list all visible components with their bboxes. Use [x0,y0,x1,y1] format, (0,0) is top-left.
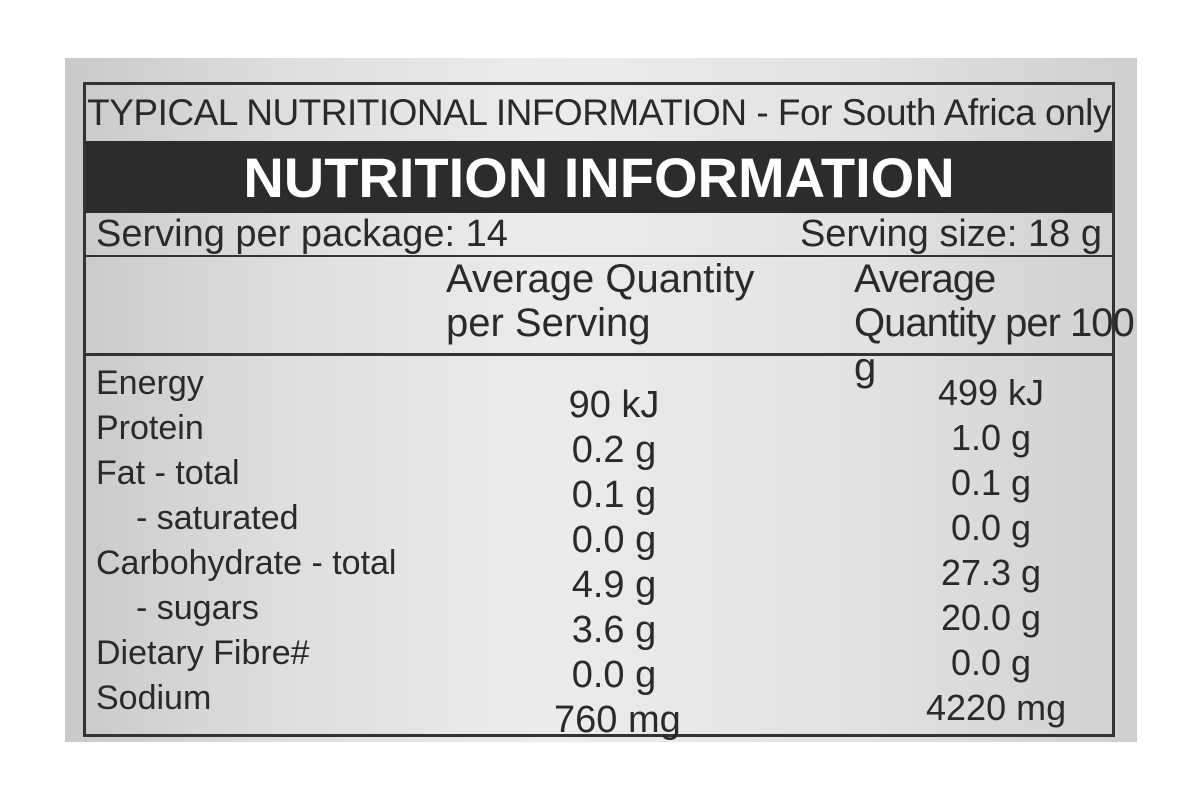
table-row: Dietary Fibre# 0.0 g 0.0 g [86,631,1112,696]
servings-per-package: Serving per package: 14 [96,213,508,255]
per-100g-value: 27.3 g [940,552,1042,593]
table-row: Protein 0.2 g 1.0 g [86,406,1112,471]
per-100g-value: 499 kJ [937,372,1045,413]
table-row: Energy 90 kJ 499 kJ [86,361,1112,426]
serving-size: Serving size: 18 g [799,213,1102,255]
nutrient-name: - saturated [136,499,299,537]
nutrient-name: Fat - total [96,454,240,492]
nutrient-name: Sodium [96,679,212,717]
per-serving-value: 760 mg [554,699,681,741]
nutrient-name: Dietary Fibre# [96,634,310,672]
nutrient-name: - sugars [136,589,259,627]
per-100g-value: 4220 mg [926,687,1067,728]
column-header: Average Quantity per 100 g [854,257,1135,389]
nutrient-name: Carbohydrate - total [96,544,397,582]
per-serving-value: 90 kJ [568,384,660,426]
table-row: - saturated 0.0 g 0.0 g [86,496,1112,561]
per-serving-value: 0.0 g [571,654,657,696]
title: NUTRITION INFORMATION [86,141,1112,213]
per-serving-value: 3.6 g [571,609,657,651]
table-row: - sugars 3.6 g 20.0 g [86,586,1112,651]
per-serving-value: 0.0 g [571,519,657,561]
nutrient-name: Energy [96,364,204,402]
per-100g-value: 0.0 g [950,507,1032,548]
per-100g-value: 1.0 g [950,417,1032,458]
per-serving-value: 0.1 g [571,474,657,516]
nutrient-name: Protein [96,409,204,447]
per-100g-value: 0.0 g [950,642,1032,683]
per-serving-value: 0.2 g [571,429,657,471]
serving-row: Serving per package: 14 Serving size: 18… [86,213,1112,257]
column-header: Average Quantity per Serving [446,257,755,345]
nutrition-panel: TYPICAL NUTRITIONAL INFORMATION - For So… [83,82,1135,741]
per-serving-value: 4.9 g [571,564,657,606]
divider [86,353,1112,356]
per-100g-value: 0.1 g [950,462,1032,503]
table-row: Fat - total 0.1 g 0.1 g [86,451,1112,516]
table-row: Carbohydrate - total 4.9 g 27.3 g [86,541,1112,606]
table-row: Sodium 760 mg 4220 mg [86,676,1112,741]
subtitle: TYPICAL NUTRITIONAL INFORMATION - For So… [87,92,1111,133]
per-100g-value: 20.0 g [940,597,1042,638]
label: TYPICAL NUTRITIONAL INFORMATION - For So… [65,58,1137,742]
